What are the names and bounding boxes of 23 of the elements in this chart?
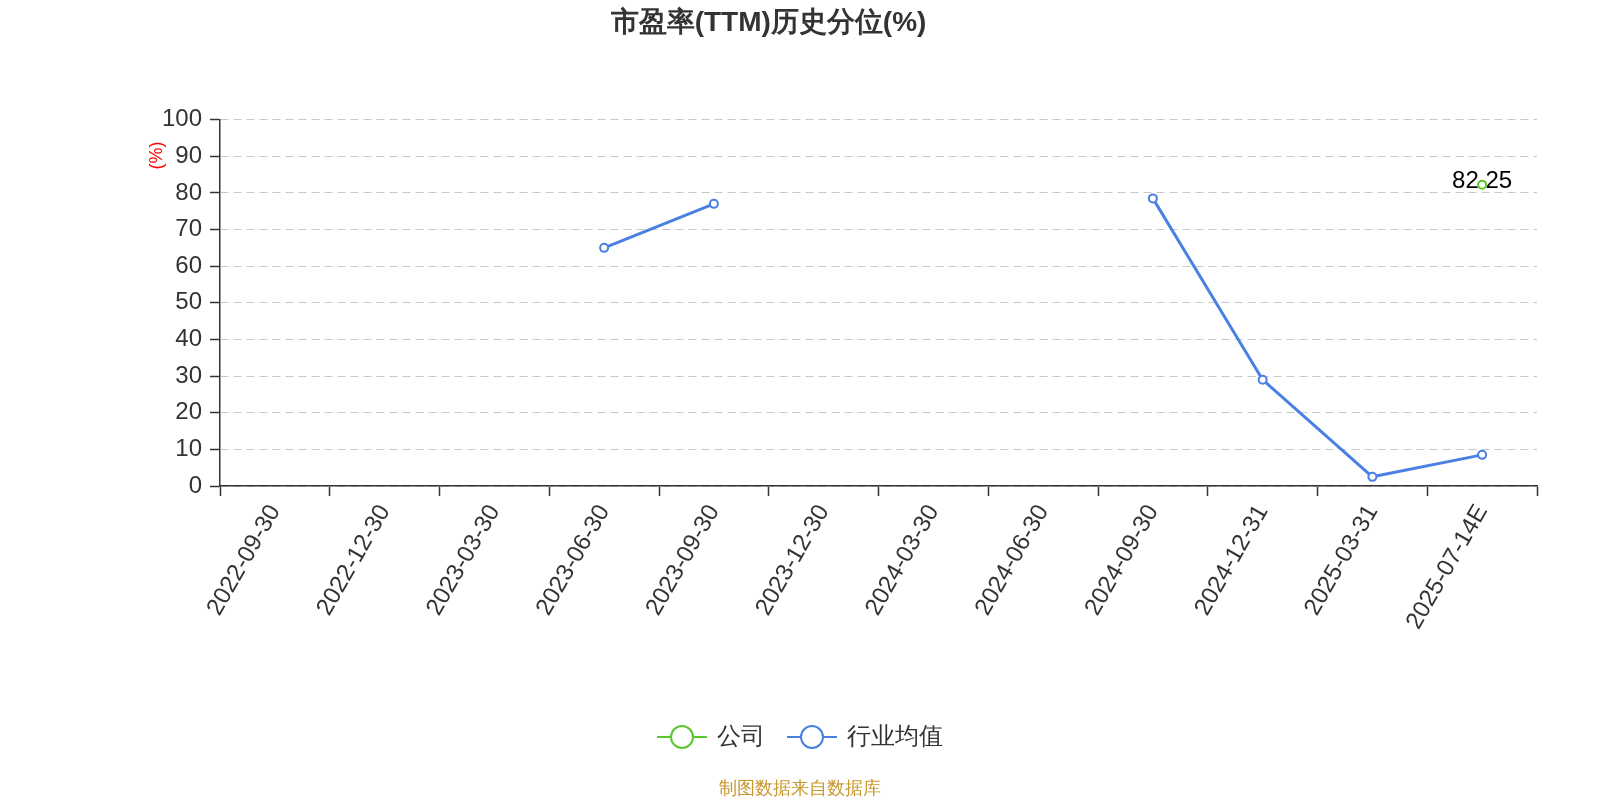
y-tick-label: 60 <box>175 250 202 278</box>
y-tick-label: 90 <box>175 140 202 168</box>
y-tick-label: 100 <box>161 104 202 132</box>
point <box>1367 471 1378 482</box>
legend-label: 行业均值 <box>847 721 943 749</box>
y-tick-label: 20 <box>175 397 202 425</box>
y-tick-label: 70 <box>175 214 202 242</box>
y-tick-label: 80 <box>175 177 202 205</box>
y-axis-title: (%) <box>145 141 166 170</box>
y-tick-label: 30 <box>175 360 202 388</box>
text: 制图数据来自数据库 <box>719 777 881 798</box>
y-tick-label: 40 <box>175 324 202 352</box>
point <box>708 198 719 209</box>
legend-label: 公司 <box>717 721 765 749</box>
y-tick-label: 0 <box>188 470 202 498</box>
point <box>1477 449 1488 460</box>
point <box>599 242 610 253</box>
data-label: 82.25 <box>1452 166 1513 194</box>
y-tick-label: 10 <box>175 433 202 461</box>
point <box>1147 193 1158 204</box>
chart-title: 市盈率(TTM)历史分位(%) <box>609 5 927 37</box>
point <box>1257 374 1268 385</box>
y-tick-label: 50 <box>175 287 202 315</box>
